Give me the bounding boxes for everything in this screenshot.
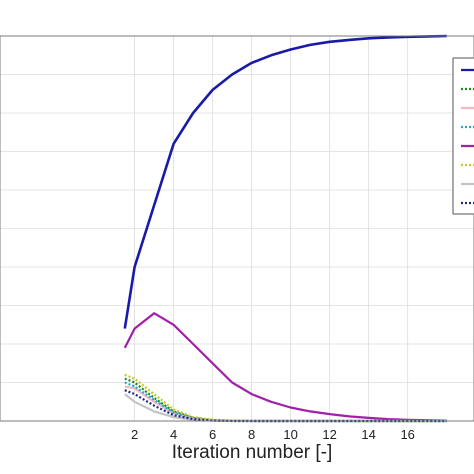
x-tick-label: 16 <box>400 427 414 442</box>
grid-layer <box>0 36 474 421</box>
x-tick-label: 2 <box>131 427 138 442</box>
series-line-4 <box>124 381 447 423</box>
series-line-5 <box>123 312 447 422</box>
x-tick-label: 4 <box>170 427 177 442</box>
series-line-7 <box>124 393 447 423</box>
legend-items <box>461 68 474 205</box>
series-line-1 <box>123 34 447 329</box>
x-tick-label: 10 <box>283 427 297 442</box>
x-tick-label: 14 <box>361 427 375 442</box>
series-line-2 <box>124 377 447 423</box>
x-tick-label: 8 <box>248 427 255 442</box>
x-tick-labels: 2 4 6 8 10 12 14 16 <box>131 427 415 442</box>
x-tick-label: 6 <box>209 427 216 442</box>
legend <box>452 57 474 215</box>
x-tick-label: 12 <box>322 427 336 442</box>
plot-frame <box>0 35 474 422</box>
x-axis-title: Iteration number [-] <box>172 442 333 463</box>
legend-box <box>452 57 474 215</box>
